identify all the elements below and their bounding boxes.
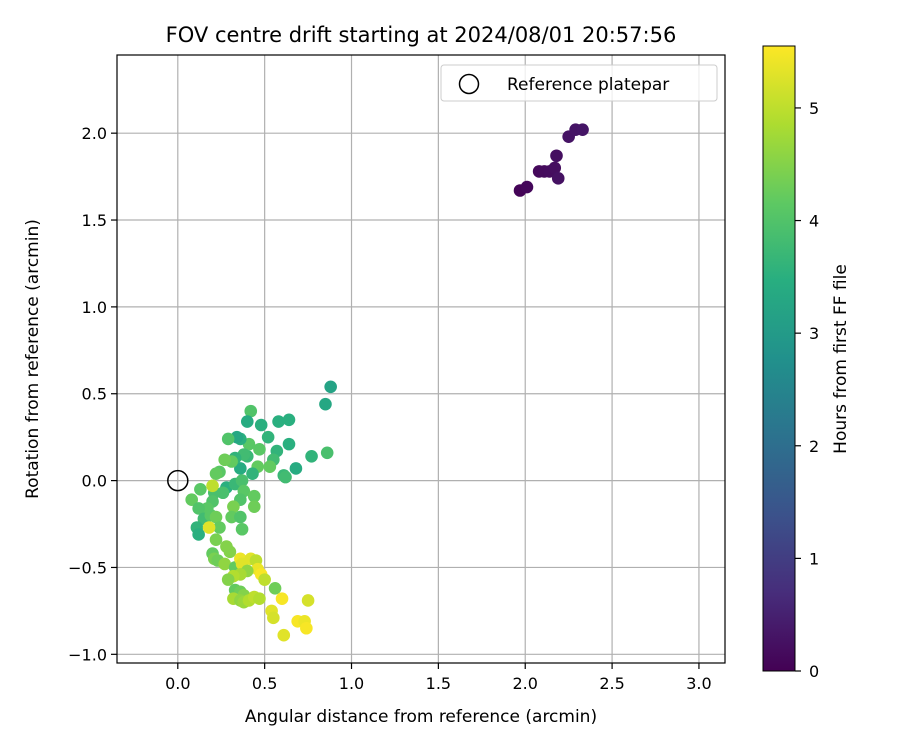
scatter-point (221, 432, 235, 446)
x-tick-label: 0.0 (165, 674, 190, 693)
scatter-point (235, 522, 249, 536)
scatter-point (301, 594, 315, 607)
scatter-point (300, 621, 313, 635)
plot-frame (116, 54, 726, 664)
scatter-point (289, 462, 303, 475)
scatter-point (247, 489, 261, 503)
y-tick-label: 2.0 (82, 124, 107, 143)
y-tick-label: 1.5 (82, 211, 107, 230)
scatter-point (216, 486, 230, 500)
grid-lines (117, 55, 725, 663)
x-tick-label: 0.5 (252, 674, 277, 693)
x-tick-label: 2.5 (599, 674, 624, 693)
scatter-point (277, 628, 291, 642)
legend-box (440, 64, 718, 102)
x-tick-label: 2.0 (513, 674, 538, 693)
colorbar-gradient (762, 45, 796, 672)
scatter-point (254, 418, 268, 432)
y-tick-label: 1.0 (82, 298, 107, 317)
colorbar-tick-label: 2 (809, 437, 819, 456)
scatter-point (227, 500, 240, 513)
x-tick-label: 1.0 (339, 674, 364, 693)
scatter-point (282, 437, 296, 451)
colorbar-ticks: 0 1 2 3 4 5 (795, 99, 819, 681)
scatter-point (319, 397, 332, 411)
scatter-point (272, 415, 285, 428)
scatter-point (244, 404, 258, 418)
scatter-point (234, 510, 247, 524)
scatter-point (267, 611, 280, 625)
colorbar: 0 1 2 3 4 5 Hours from first FF file (762, 45, 851, 681)
scatter-point (520, 180, 534, 194)
colorbar-label: Hours from first FF file (831, 264, 851, 454)
scatter-point (324, 380, 337, 394)
reference-marker (167, 469, 189, 492)
colorbar-tick-label: 4 (809, 212, 819, 231)
y-tick-label: −1.0 (68, 645, 107, 664)
y-tick-label: 0.5 (82, 385, 107, 404)
scatter-point (221, 573, 235, 586)
scatter-point (551, 172, 565, 185)
scatter-point (209, 533, 223, 546)
scatter-point (185, 493, 198, 507)
y-axis-label: Rotation from reference (arcmin) (23, 219, 43, 499)
scatter-point (282, 413, 296, 427)
legend: Reference platepar (440, 64, 718, 102)
colorbar-tick-label: 5 (809, 99, 819, 118)
data-points (185, 123, 589, 642)
chart-title: FOV centre drift starting at 2024/08/01 … (166, 23, 677, 47)
legend-marker (458, 73, 480, 95)
scatter-point (247, 500, 261, 513)
scatter-point (263, 460, 277, 474)
scatter-point (206, 479, 219, 493)
scatter-point (240, 415, 254, 428)
scatter-point (253, 443, 266, 456)
scatter-point (235, 474, 249, 487)
scatter-point (305, 449, 318, 463)
scatter-point (320, 446, 334, 460)
x-tick-label: 3.0 (686, 674, 711, 693)
scatter-point (258, 573, 271, 586)
reference-point (167, 469, 189, 492)
y-tick-label: −0.5 (68, 558, 107, 577)
scatter-point (246, 467, 259, 480)
scatter-point (253, 592, 266, 606)
scatter-point (234, 462, 247, 475)
scatter-point (223, 545, 237, 559)
colorbar-tick-label: 3 (809, 324, 819, 343)
scatter-point (194, 482, 207, 496)
scatter-point (218, 453, 232, 467)
scatter-point (192, 528, 205, 541)
scatter-point (202, 521, 216, 534)
scatter-point (209, 467, 223, 480)
x-axis-ticks: 0.0 0.5 1.0 1.5 2.0 2.5 3.0 (165, 663, 712, 693)
y-axis-ticks: −1.0 −0.5 0.0 0.5 1.0 1.5 2.0 (68, 124, 117, 664)
scatter-point (225, 510, 238, 524)
scatter-point (279, 470, 292, 484)
scatter-point (548, 161, 562, 175)
scatter-point (213, 521, 226, 534)
scatter-point (218, 557, 232, 571)
x-axis-label: Angular distance from reference (arcmin) (245, 707, 597, 727)
legend-label: Reference platepar (507, 75, 669, 95)
scatter-point (261, 430, 275, 444)
scatter-point (275, 592, 289, 606)
colorbar-tick-label: 0 (809, 662, 819, 681)
scatter-point (576, 123, 589, 136)
scatter-point (268, 582, 282, 595)
scatter-point (192, 502, 205, 515)
y-tick-label: 0.0 (82, 472, 107, 491)
scatter-point (209, 510, 223, 524)
scatter-point (550, 149, 563, 163)
x-tick-label: 1.5 (426, 674, 451, 693)
colorbar-tick-label: 1 (809, 549, 819, 568)
